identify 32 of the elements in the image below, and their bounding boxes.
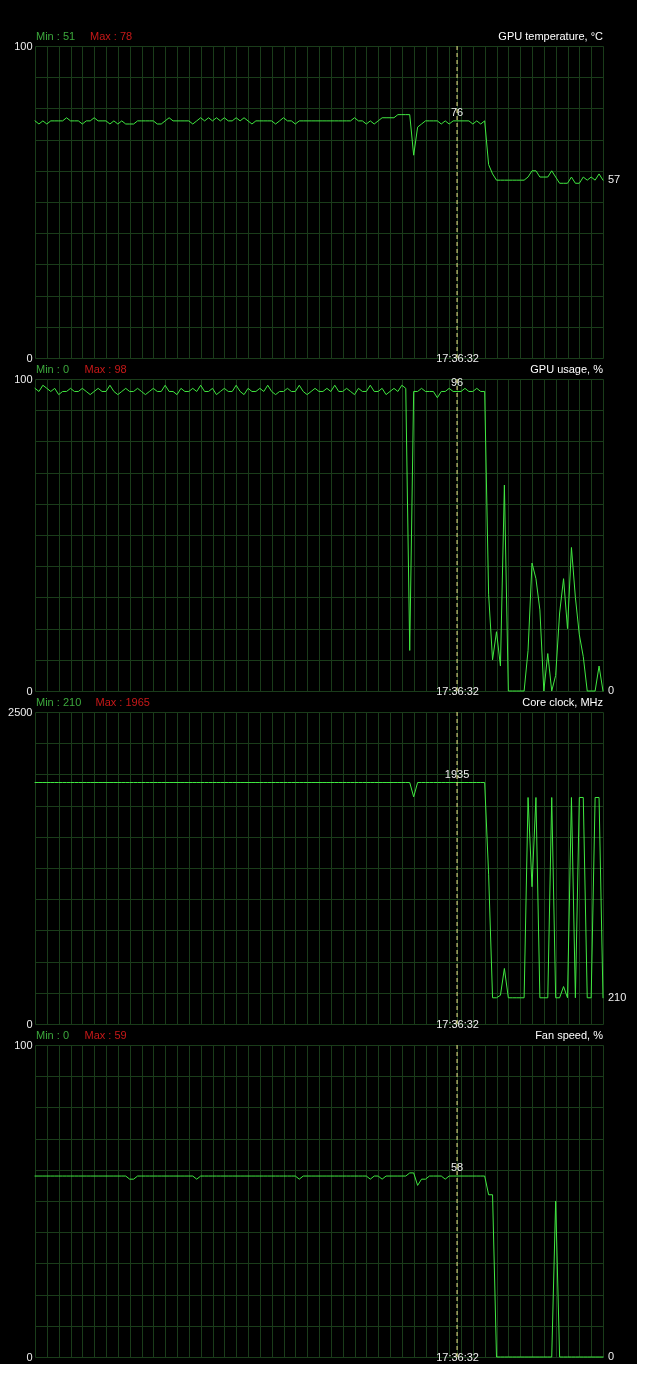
text: Max : 98 [84,363,127,375]
data-label: 0 [608,684,615,696]
text: Min : 0 [36,1029,70,1041]
y-tick-label: 100 [14,39,33,52]
data-label: 210 [608,990,627,1003]
text: Max : 59 [84,1029,127,1041]
y-tick-label: 0 [26,351,33,364]
y-tick-label: 0 [26,684,33,697]
text: Max : 1965 [95,696,150,708]
x-tick-label: 17:36:32 [436,1017,479,1030]
chart-title: GPU usage, % [530,363,604,375]
chart-title: Core clock, MHz [522,696,603,708]
text: Min : 0 [36,363,70,375]
chart-title: Fan speed, % [535,1029,604,1041]
y-tick-label: 100 [14,1038,33,1051]
data-label: 58 [450,1161,464,1174]
x-tick-label: 17:36:32 [436,684,479,697]
data-label: 1935 [444,767,470,780]
chart-title: GPU temperature, °C [498,30,604,42]
x-tick-label: 17:36:32 [436,1350,479,1363]
y-tick-label: 2500 [8,705,33,718]
y-tick-label: 0 [26,1350,33,1363]
text: Min : 51 [36,30,76,42]
data-label: 57 [608,173,621,186]
text: Min : 210 [36,696,82,708]
text: Max : 78 [90,30,133,42]
y-tick-label: 0 [26,1017,33,1030]
x-tick-label: 17:36:32 [436,351,479,364]
y-tick-label: 100 [14,372,33,385]
data-label: 76 [450,105,464,118]
data-label: 96 [450,376,464,389]
data-label: 0 [608,1350,615,1362]
